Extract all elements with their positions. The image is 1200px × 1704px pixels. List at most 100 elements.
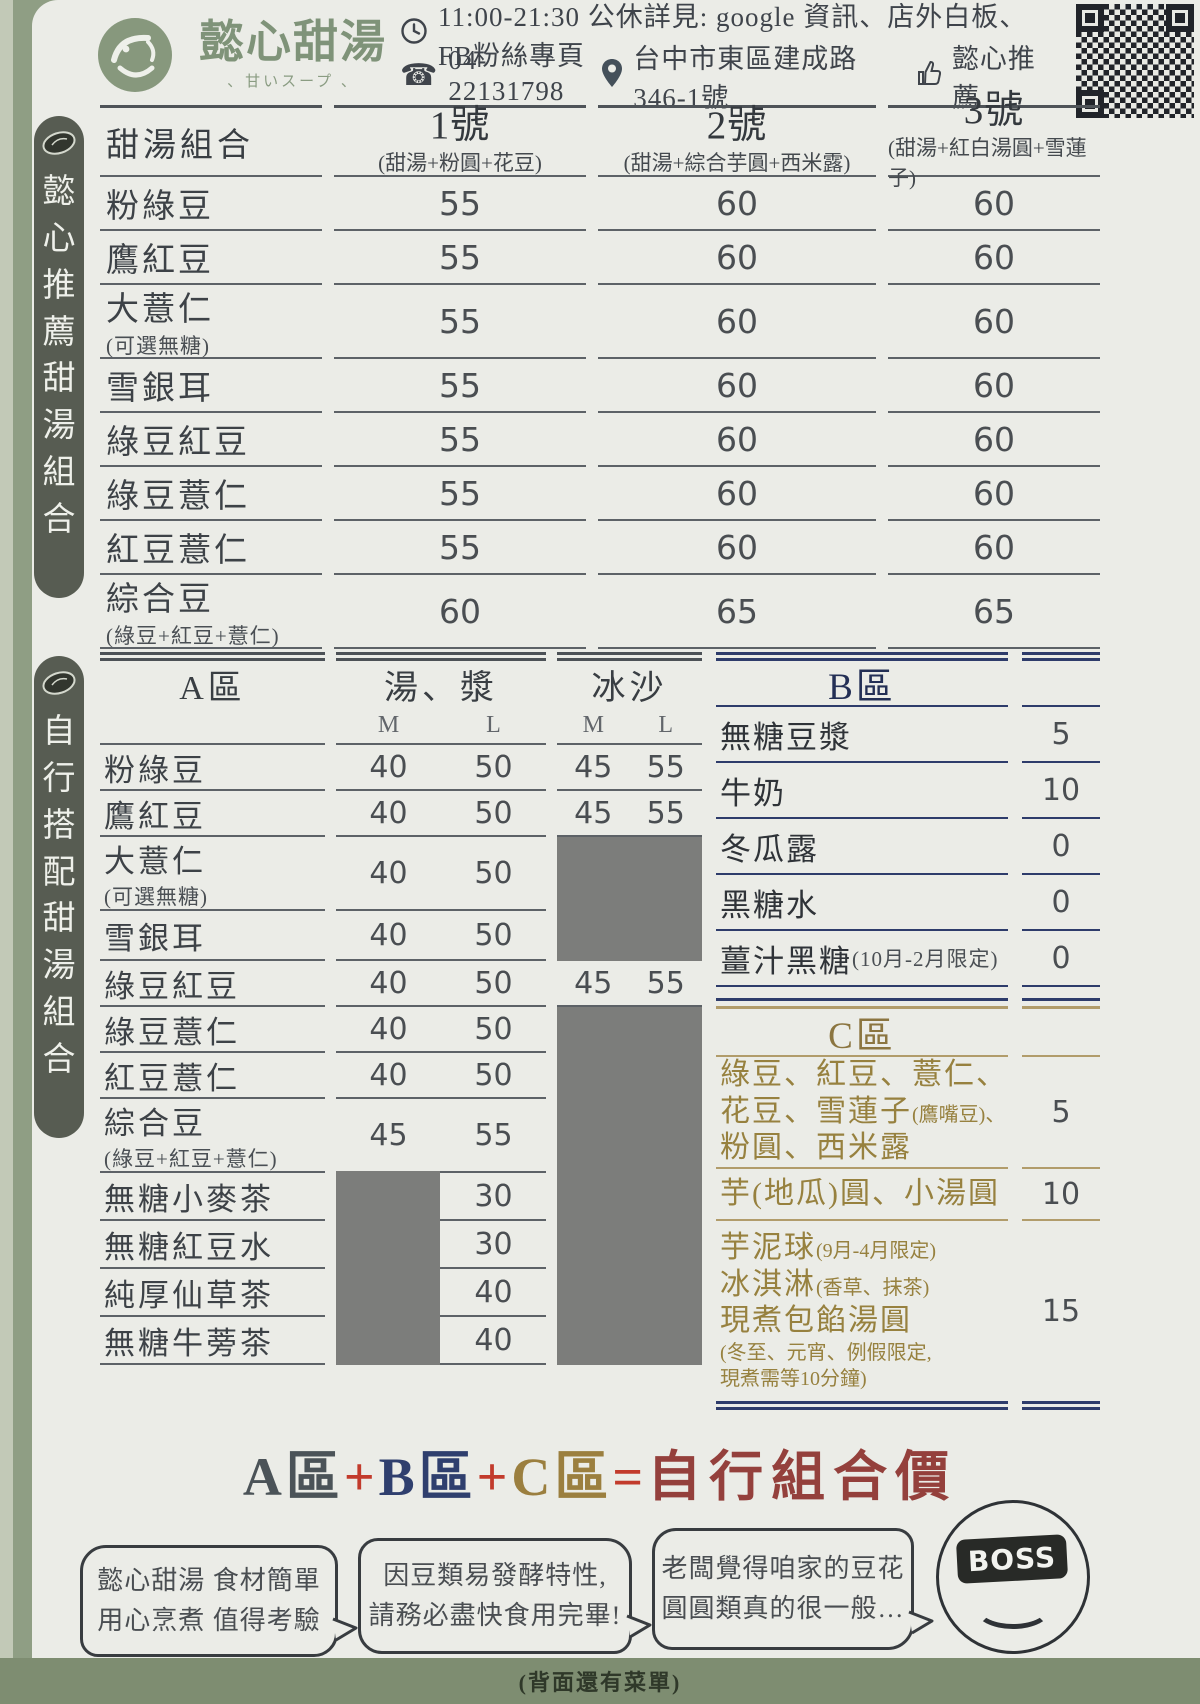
soup-prices: 40 50: [336, 791, 546, 837]
menu-item-name: 無糖豆漿: [716, 707, 1008, 763]
divider-navy: [716, 987, 1008, 1001]
menu-item-name: 綠豆薏仁: [100, 467, 322, 521]
menu-card: [32, 0, 1200, 1658]
price-cell: 65: [598, 575, 876, 649]
price-cell: 60: [598, 467, 876, 521]
menu-item-name: 綜合豆 (綠豆+紅豆+薏仁): [100, 575, 322, 649]
item-note: (可選無糖): [104, 884, 208, 909]
address-text: 台中市東區建成路346-1號: [633, 44, 858, 113]
menu-item-name: 紅豆薏仁: [100, 1053, 325, 1099]
location-pin-icon: [601, 58, 623, 95]
price-cell: 55: [334, 521, 586, 575]
store-info: 11:00-21:30 公休詳見: google 資訊、店外白板、FB粉絲專頁 …: [400, 2, 1040, 113]
menu-item-name: 無糖紅豆水: [100, 1221, 325, 1269]
menu-item-name: 綠豆紅豆: [100, 413, 322, 467]
item-note: (可選無糖): [106, 334, 210, 358]
phone-icon: ☎: [400, 59, 439, 92]
menu-item-name: 芋泥球(9月-4月限定) 冰淇淋(香草、抹茶) 現煮包餡湯圓 (冬至、元宵、例假…: [720, 1231, 936, 1390]
price-cell: 60: [598, 177, 876, 231]
section-badge-recommended: 懿心推薦甜湯組合: [34, 116, 84, 598]
bean-icon: [39, 128, 79, 163]
price-cell: 60: [888, 467, 1100, 521]
price-cell: 55: [334, 413, 586, 467]
price-cell: 60: [334, 575, 586, 649]
combo-no: 3號: [963, 89, 1025, 133]
combo-col-header-3: 3號 (甜湯+紅白湯圓+雪蓮子): [888, 90, 1100, 190]
zone-a-table: A區 湯、漿 冰沙 M L M L 粉綠豆 40 50 45 55 鷹紅豆 40 50…: [100, 652, 702, 1365]
bean-icon: [39, 668, 79, 703]
combo-contents: (甜湯+粉圓+花豆): [378, 150, 542, 175]
combo-col-header-1: 1號 (甜湯+粉圓+花豆): [334, 105, 586, 177]
item-note: (綠豆+紅豆+薏仁): [104, 1146, 278, 1171]
combo-col-header-2: 2號 (甜湯+綜合芋圓+西米露): [598, 105, 876, 177]
price-cell: 0: [1022, 931, 1100, 987]
left-edge-strip: [0, 0, 13, 1658]
table-top-rule: [336, 652, 546, 661]
menu-item-name: 大薏仁 (可選無糖): [100, 285, 322, 359]
menu-item-name: 冬瓜露: [716, 819, 1008, 875]
brand-block: 懿心甜湯 、甘いスープ 、: [188, 17, 398, 91]
price-cell: 60: [888, 413, 1100, 467]
combo-formula: A區+B區+C區=自行組合價: [242, 1447, 958, 1507]
ice-group-header: 冰沙: [591, 669, 668, 707]
unavailable-block: [557, 1007, 702, 1365]
zone-b-c-panel: B區 無糖豆漿 5 牛奶 10 冬瓜露 0 黑糖水 0 薑汁黑糖 (10月-2月…: [716, 652, 1100, 1410]
boss-smile: [975, 1589, 1051, 1629]
unavailable-block: [557, 837, 702, 961]
soup-prices: 40 50: [336, 837, 546, 911]
ice-prices: 45 55: [557, 961, 702, 1007]
price-cell: 60: [598, 285, 876, 359]
formula-result: 自行組合價: [647, 1447, 958, 1507]
price-cell: 60: [888, 177, 1100, 231]
contact-row: ☎ 04-22131798 台中市東區建成路346-1號 懿心推薦: [400, 44, 1040, 113]
menu-item-name: 純厚仙草茶: [100, 1269, 325, 1317]
price-cell: 60: [598, 521, 876, 575]
combo-contents: (甜湯+紅白湯圓+雪蓮子): [888, 135, 1087, 190]
table-top-rule: [1022, 652, 1100, 661]
speech-bubble-1: 懿心甜湯 食材簡單 用心烹煮 值得考驗: [80, 1545, 358, 1657]
bubble-tail: [332, 1617, 358, 1642]
menu-item-name: 黑糖水: [716, 875, 1008, 931]
menu-item-name: 鷹紅豆: [100, 231, 322, 285]
soup-prices: 40 50: [336, 911, 546, 961]
soup-prices: 45 55: [336, 1099, 546, 1173]
price-cell: 60: [888, 285, 1100, 359]
divider-navy: [1022, 987, 1100, 1001]
section-badge-label: 懿心推薦甜湯組合: [42, 174, 76, 539]
unavailable-block: [336, 1171, 440, 1365]
menu-item-name: 牛奶: [716, 763, 1008, 819]
combo-no: 2號: [706, 104, 768, 148]
section-badge-label: 自行搭配甜湯組合: [42, 714, 76, 1079]
item-note: (10月-2月限定): [852, 947, 999, 971]
menu-item-name: 綠豆、紅豆、薏仁、 花豆、雪蓮子(鷹嘴豆)、 粉圓、西米露: [716, 1057, 1008, 1169]
ice-prices: 45 55: [557, 791, 702, 837]
price-cell: 0: [1022, 875, 1100, 931]
formula-zone-c: C區: [511, 1447, 613, 1507]
menu-item-name: 大薏仁 (可選無糖): [100, 837, 325, 911]
hours-text: 11:00-21:30 公休詳見: google 資訊、店外白板、FB粉絲專頁: [438, 2, 1028, 71]
price-cell: 60: [888, 521, 1100, 575]
spacer: [1022, 661, 1100, 707]
menu-item-name: 無糖牛蒡茶: [100, 1317, 325, 1365]
soup-prices: 30: [336, 1173, 546, 1221]
size-header-ice: M L: [557, 707, 702, 745]
qr-finder: [1076, 90, 1104, 118]
divider-gold: [1022, 1001, 1100, 1009]
thumbs-up-icon: [916, 59, 942, 94]
price-cell: 55: [334, 285, 586, 359]
soup-prices: 40 50: [336, 745, 546, 791]
item-note: (綠豆+紅豆+薏仁): [106, 624, 280, 648]
brand-logo-icon: [96, 16, 174, 94]
price-cell: 10: [1022, 1169, 1100, 1221]
menu-item-name: 粉綠豆: [100, 745, 325, 791]
price-cell: 55: [334, 177, 586, 231]
qr-code: [1076, 4, 1194, 118]
menu-item-name: 薑汁黑糖 (10月-2月限定): [716, 931, 1008, 987]
spacer: [1022, 1009, 1100, 1057]
price-cell: 60: [888, 231, 1100, 285]
ice-prices: 45 55: [557, 745, 702, 791]
size-header-soup: M L: [336, 707, 546, 745]
back-side-note: (背面還有菜單): [518, 1670, 682, 1695]
table-top-rule: [100, 652, 325, 661]
